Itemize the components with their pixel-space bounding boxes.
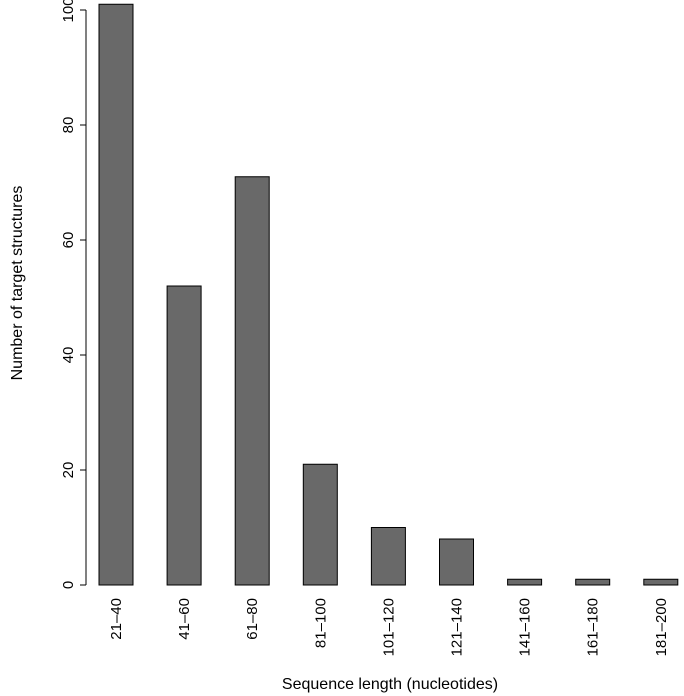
bar (575, 578, 611, 586)
y-tick-label: 80 (60, 117, 77, 134)
y-tick-label: 0 (60, 581, 77, 589)
y-axis: 0 20 40 60 80 100 (60, 0, 87, 589)
bar (643, 578, 679, 586)
x-tick-label: 101–120 (380, 598, 397, 656)
x-tick-label: 61–80 (244, 598, 261, 640)
x-tick-label: 81–100 (312, 598, 329, 648)
y-axis-title: Number of target structures (9, 186, 26, 381)
x-tick-label: 161–180 (585, 598, 602, 656)
x-axis-title: Sequence length (nucleotides) (282, 676, 498, 693)
x-tick-label: 141–160 (517, 598, 534, 656)
bar (234, 176, 270, 586)
y-tick-label: 20 (60, 462, 77, 479)
bar (370, 527, 406, 586)
bar (166, 285, 202, 586)
x-tick-label: 41–60 (176, 598, 193, 640)
x-tick-label: 21–40 (108, 598, 125, 640)
y-tick-label: 40 (60, 347, 77, 364)
x-tick-label: 121–140 (449, 598, 466, 656)
bar (98, 3, 134, 586)
x-tick-label: 181–200 (653, 598, 670, 656)
x-axis-tick-labels: 21–40 41–60 61–80 81–100 101–120 121–140 141–1… (108, 598, 670, 656)
bars (98, 3, 679, 586)
y-tick-label: 60 (60, 232, 77, 249)
bar (302, 463, 338, 586)
bar (439, 538, 474, 586)
y-tick-label: 100 (60, 0, 77, 23)
bar (507, 578, 543, 586)
